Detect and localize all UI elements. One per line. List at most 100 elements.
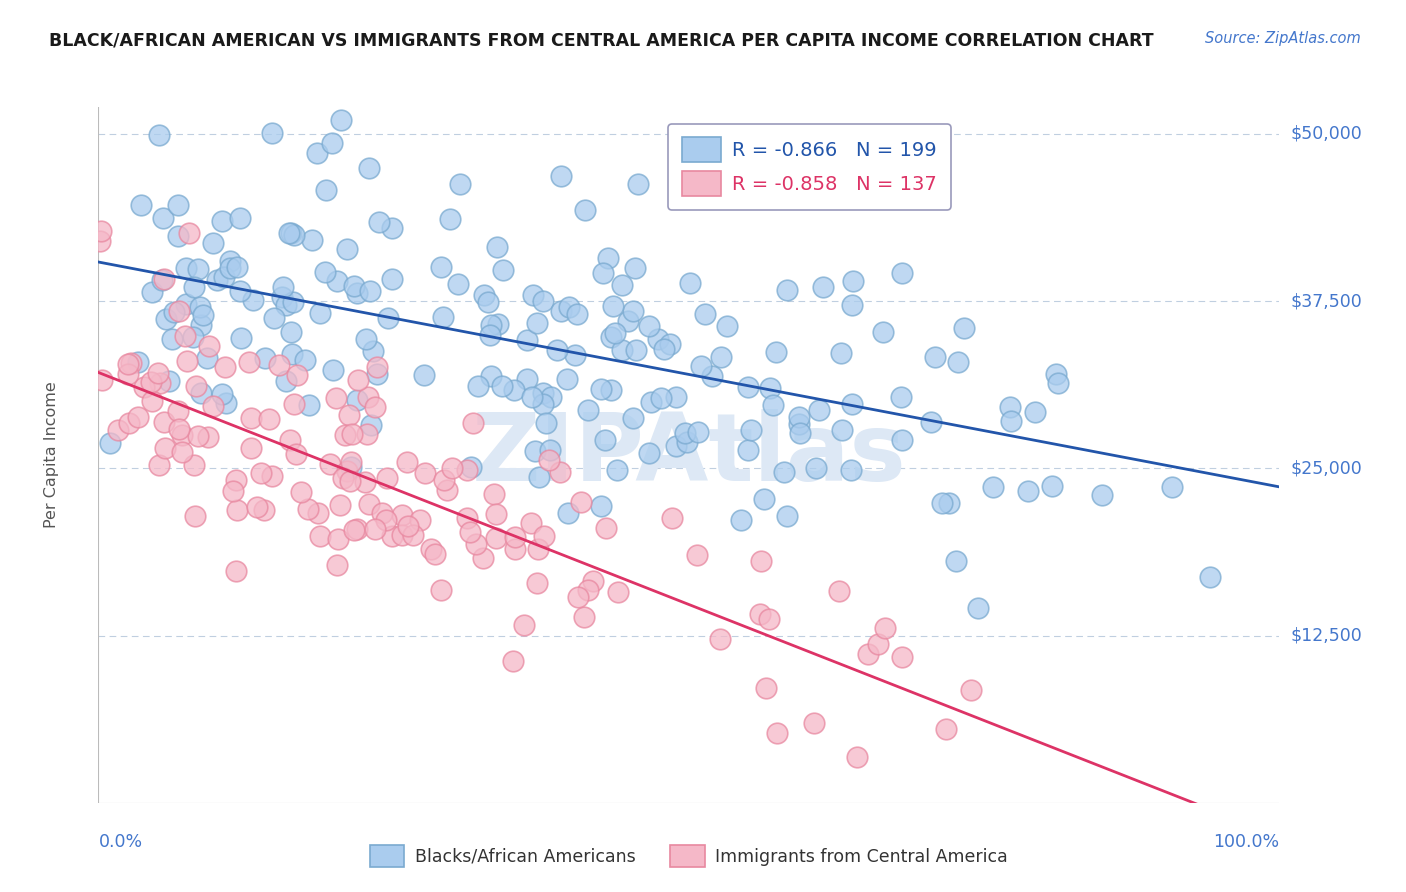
Point [610,343,633,357]
Point [787,417,810,432]
Point [377,311,399,326]
Text: ZIPAtlas: ZIPAtlas [471,409,907,501]
Point [381,221,404,235]
Point [516,333,538,347]
Point [804,461,827,475]
Point [298,398,321,412]
Point [486,317,509,331]
Point [524,443,547,458]
Point [512,618,534,632]
Point [485,508,508,522]
Point [152,211,174,226]
Point [472,288,495,302]
Point [195,351,218,365]
Point [531,294,554,309]
Point [183,458,205,473]
Point [467,378,489,392]
Point [787,409,810,424]
Point [183,280,205,294]
Point [558,300,581,314]
Point [309,306,332,320]
Point [150,273,173,287]
Point [572,609,595,624]
Point [91,373,114,387]
Point [309,529,332,543]
Point [127,355,149,369]
Point [868,637,890,651]
Point [339,474,361,488]
Point [166,403,188,417]
Point [361,343,384,358]
Point [375,471,398,485]
Point [621,304,644,318]
Point [605,326,627,341]
Point [952,321,974,335]
Point [346,286,368,301]
Point [356,332,378,346]
Point [283,397,305,411]
Point [262,126,284,140]
Point [593,433,616,447]
Point [430,582,453,597]
Point [181,329,204,343]
Point [219,254,242,268]
Text: Per Capita Income: Per Capita Income [44,382,59,528]
Point [436,483,458,497]
Point [688,425,710,439]
Point [281,294,304,309]
Point [749,607,772,621]
Point [938,495,960,509]
Point [280,325,302,339]
Point [477,294,499,309]
Point [225,503,247,517]
Point [98,436,121,450]
Point [606,463,628,477]
Point [246,500,269,515]
Point [155,441,177,455]
Point [340,460,363,475]
Point [169,422,191,436]
Point [935,722,957,736]
Point [1047,376,1070,391]
Point [332,470,354,484]
Point [167,197,190,211]
Point [391,508,413,523]
Point [540,390,562,404]
Point [520,516,543,530]
Point [827,584,849,599]
Point [197,430,219,444]
Point [1017,484,1039,499]
Point [789,425,811,440]
Point [465,537,488,551]
Point [242,293,264,308]
Point [582,574,605,588]
Point [617,314,640,328]
Point [333,428,356,442]
Text: $25,000: $25,000 [1291,459,1362,477]
Point [432,310,454,324]
Point [169,304,191,318]
Point [762,398,785,412]
Point [274,297,297,311]
Point [297,502,319,516]
Point [807,403,830,417]
Point [326,558,349,572]
Point [157,375,180,389]
Point [214,396,236,410]
Point [127,409,149,424]
Point [737,443,759,458]
Point [661,511,683,525]
Point [433,473,456,487]
Point [346,393,368,408]
Point [141,285,163,299]
Point [1040,479,1063,493]
Text: 100.0%: 100.0% [1213,833,1279,851]
Point [526,317,548,331]
Point [1000,414,1022,428]
Point [366,367,388,381]
Point [598,251,620,265]
Point [190,318,212,332]
Point [576,402,599,417]
Point [516,372,538,386]
Point [647,332,669,346]
